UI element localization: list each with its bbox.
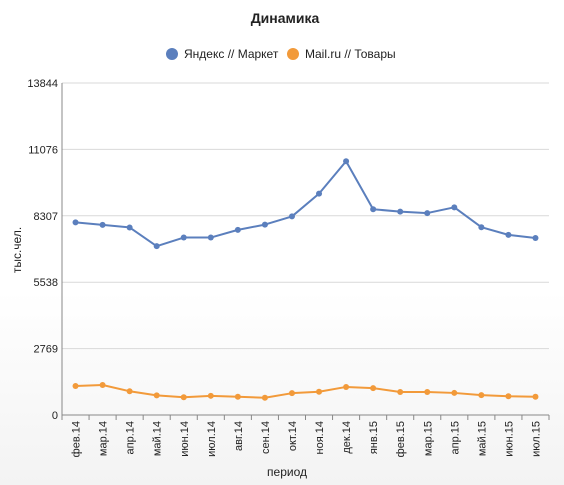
data-point	[234, 226, 241, 233]
axes	[61, 83, 550, 420]
legend-item[interactable]: Mail.ru // Товары	[287, 47, 396, 61]
y-tick-label: 13844	[27, 78, 58, 90]
legend-label: Mail.ru // Товары	[305, 47, 396, 61]
legend: Яндекс // Маркет Mail.ru // Товары	[166, 47, 396, 61]
series-2	[72, 382, 539, 401]
series-1	[72, 158, 539, 250]
data-point	[478, 224, 485, 231]
y-tick-label: 5538	[34, 277, 58, 289]
chart-title: Динамика	[251, 10, 320, 26]
data-point	[451, 389, 458, 396]
data-point	[207, 392, 214, 399]
x-tick-label: июн.15	[503, 421, 515, 457]
data-point	[478, 392, 485, 399]
data-point	[343, 383, 350, 390]
data-point	[180, 394, 187, 401]
x-tick-label: сен.14	[260, 421, 272, 454]
data-point	[234, 393, 241, 400]
x-tick-label: фев.14	[71, 421, 83, 457]
x-tick-label: фев.15	[395, 421, 407, 457]
data-point	[316, 388, 323, 395]
data-point	[505, 393, 512, 400]
data-point	[343, 158, 350, 165]
data-point	[153, 243, 160, 250]
x-tick-label: авг.14	[233, 421, 245, 451]
x-tick-label: мар.15	[422, 421, 434, 456]
x-tick-label: май.14	[152, 421, 164, 456]
data-point	[505, 231, 512, 238]
data-point	[424, 210, 431, 217]
data-point	[126, 388, 133, 395]
x-tick-label: ноя.14	[314, 421, 326, 454]
data-point	[207, 234, 214, 241]
data-point	[153, 392, 160, 399]
legend-label: Яндекс // Маркет	[184, 47, 279, 61]
legend-item[interactable]: Яндекс // Маркет	[166, 47, 279, 61]
data-point	[532, 235, 539, 242]
y-axis-title: тыс.чел.	[10, 227, 24, 273]
data-point	[451, 204, 458, 211]
y-tick-label: 11076	[28, 144, 58, 156]
series-line	[75, 160, 536, 248]
data-point	[180, 234, 187, 241]
x-axis-title: период	[267, 465, 307, 479]
x-tick-label: дек.14	[341, 421, 353, 454]
data-point	[72, 219, 79, 226]
y-tick-label: 8307	[34, 211, 58, 223]
data-point	[532, 393, 539, 400]
x-tick-label: янв.15	[368, 421, 380, 454]
data-point	[261, 221, 268, 228]
data-point	[288, 213, 295, 220]
legend-marker	[166, 48, 178, 60]
grid	[62, 82, 549, 350]
series-line	[75, 384, 536, 399]
x-tick-label: июл.14	[206, 421, 218, 457]
data-point	[370, 206, 377, 213]
data-point	[72, 382, 79, 389]
x-tick-label: июн.14	[179, 421, 191, 457]
x-tick-label: май.15	[476, 421, 488, 456]
legend-marker	[287, 48, 299, 60]
y-tick-label: 2769	[34, 344, 58, 356]
x-tick-label: апр.15	[449, 421, 461, 454]
x-tick-label: мар.14	[98, 421, 110, 456]
data-point	[99, 382, 106, 389]
y-tick-labels: 0 2769 5538 8307 11076 13844	[27, 78, 58, 422]
data-point	[424, 388, 431, 395]
x-tick-label: окт.14	[287, 421, 299, 451]
series-layer	[72, 158, 539, 401]
data-point	[99, 221, 106, 228]
x-tick-label: апр.14	[125, 421, 137, 454]
data-point	[397, 208, 404, 215]
data-point	[261, 394, 268, 401]
x-tick-labels: фев.14 мар.14 апр.14 май.14 июн.14 июл.14 авг.…	[71, 421, 543, 457]
data-point	[397, 388, 404, 395]
data-point	[370, 385, 377, 392]
data-point	[316, 190, 323, 197]
data-point	[288, 390, 295, 397]
data-point	[126, 224, 133, 231]
x-tick-label: июл.15	[530, 421, 542, 457]
y-tick-label: 0	[52, 410, 58, 422]
